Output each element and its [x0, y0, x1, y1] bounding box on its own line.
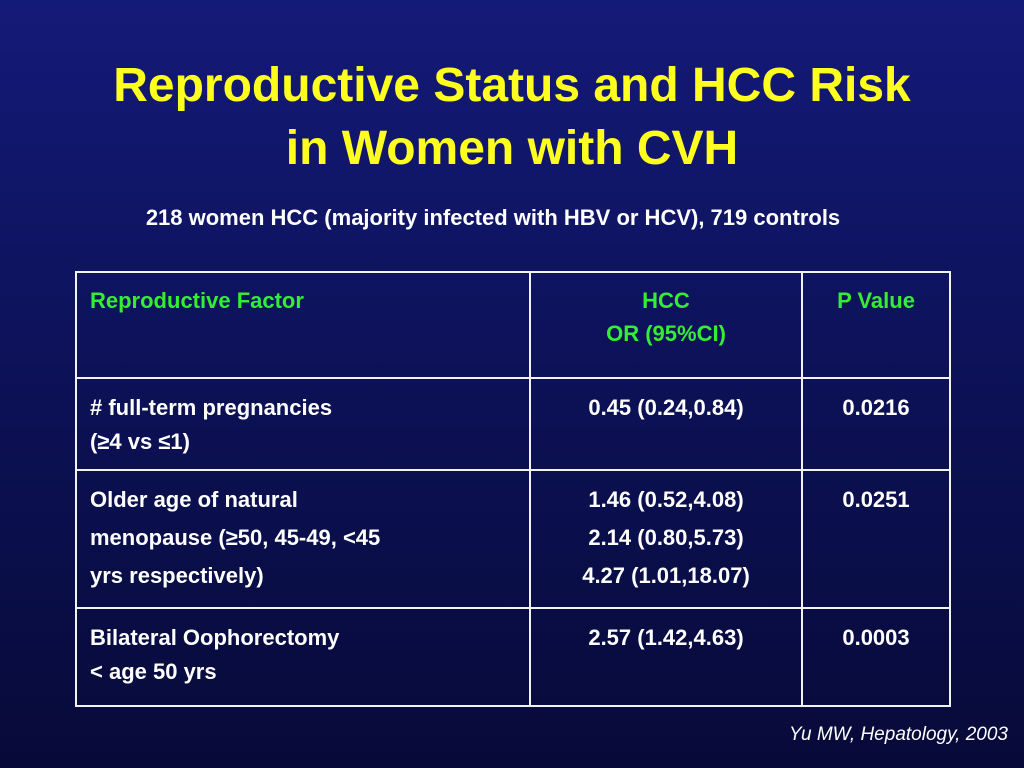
- p-value: 0.0216: [842, 395, 910, 420]
- title-line: Reproductive Status and HCC Risk: [113, 59, 911, 112]
- p-value-cell: 0.0251: [801, 469, 951, 609]
- or-cell: 0.45 (0.24,0.84): [529, 377, 803, 471]
- table-header-row: Reproductive Factor HCC OR (95%CI) P Val…: [75, 271, 951, 379]
- header-label: Reproductive Factor: [90, 288, 304, 313]
- header-label: HCC: [642, 288, 690, 313]
- header-label: OR (95%CI): [606, 321, 726, 346]
- factor-line: Bilateral Oophorectomy: [90, 625, 340, 650]
- citation: Yu MW, Hepatology, 2003: [789, 724, 1008, 745]
- header-factor: Reproductive Factor: [75, 271, 531, 379]
- factor-line: (≥4 vs ≤1): [90, 429, 190, 454]
- p-value-cell: 0.0003: [801, 607, 951, 707]
- slide-title: Reproductive Status and HCC Risk in Wome…: [0, 54, 1024, 180]
- table-row: Older age of natural menopause (≥50, 45-…: [75, 469, 951, 609]
- factor-line: < age 50 yrs: [90, 659, 217, 684]
- or-value: 2.14 (0.80,5.73): [588, 525, 744, 550]
- factor-cell: Older age of natural menopause (≥50, 45-…: [75, 469, 531, 609]
- study-summary: 218 women HCC (majority infected with HB…: [145, 205, 841, 230]
- or-value: 0.45 (0.24,0.84): [588, 395, 744, 420]
- factor-cell: # full-term pregnancies (≥4 vs ≤1): [75, 377, 531, 471]
- or-cell: 2.57 (1.42,4.63): [529, 607, 803, 707]
- header-hcc-or: HCC OR (95%CI): [529, 271, 803, 379]
- p-value-cell: 0.0216: [801, 377, 951, 471]
- factor-line: menopause (≥50, 45-49, <45: [90, 525, 381, 550]
- table-row: # full-term pregnancies (≥4 vs ≤1) 0.45 …: [75, 377, 951, 471]
- or-value: 1.46 (0.52,4.08): [588, 487, 744, 512]
- header-label: P Value: [837, 288, 915, 313]
- factor-cell: Bilateral Oophorectomy < age 50 yrs: [75, 607, 531, 707]
- p-value: 0.0251: [842, 487, 910, 512]
- or-value: 4.27 (1.01,18.07): [582, 563, 750, 588]
- or-cell: 1.46 (0.52,4.08) 2.14 (0.80,5.73) 4.27 (…: [529, 469, 803, 609]
- factor-line: yrs respectively): [90, 563, 264, 588]
- factor-line: Older age of natural: [90, 487, 298, 512]
- p-value: 0.0003: [842, 625, 910, 650]
- risk-table: Reproductive Factor HCC OR (95%CI) P Val…: [75, 271, 951, 707]
- or-value: 2.57 (1.42,4.63): [588, 625, 744, 650]
- header-p-value: P Value: [801, 271, 951, 379]
- title-line: in Women with CVH: [285, 122, 739, 175]
- factor-line: # full-term pregnancies: [90, 395, 333, 420]
- table-row: Bilateral Oophorectomy < age 50 yrs 2.57…: [75, 607, 951, 707]
